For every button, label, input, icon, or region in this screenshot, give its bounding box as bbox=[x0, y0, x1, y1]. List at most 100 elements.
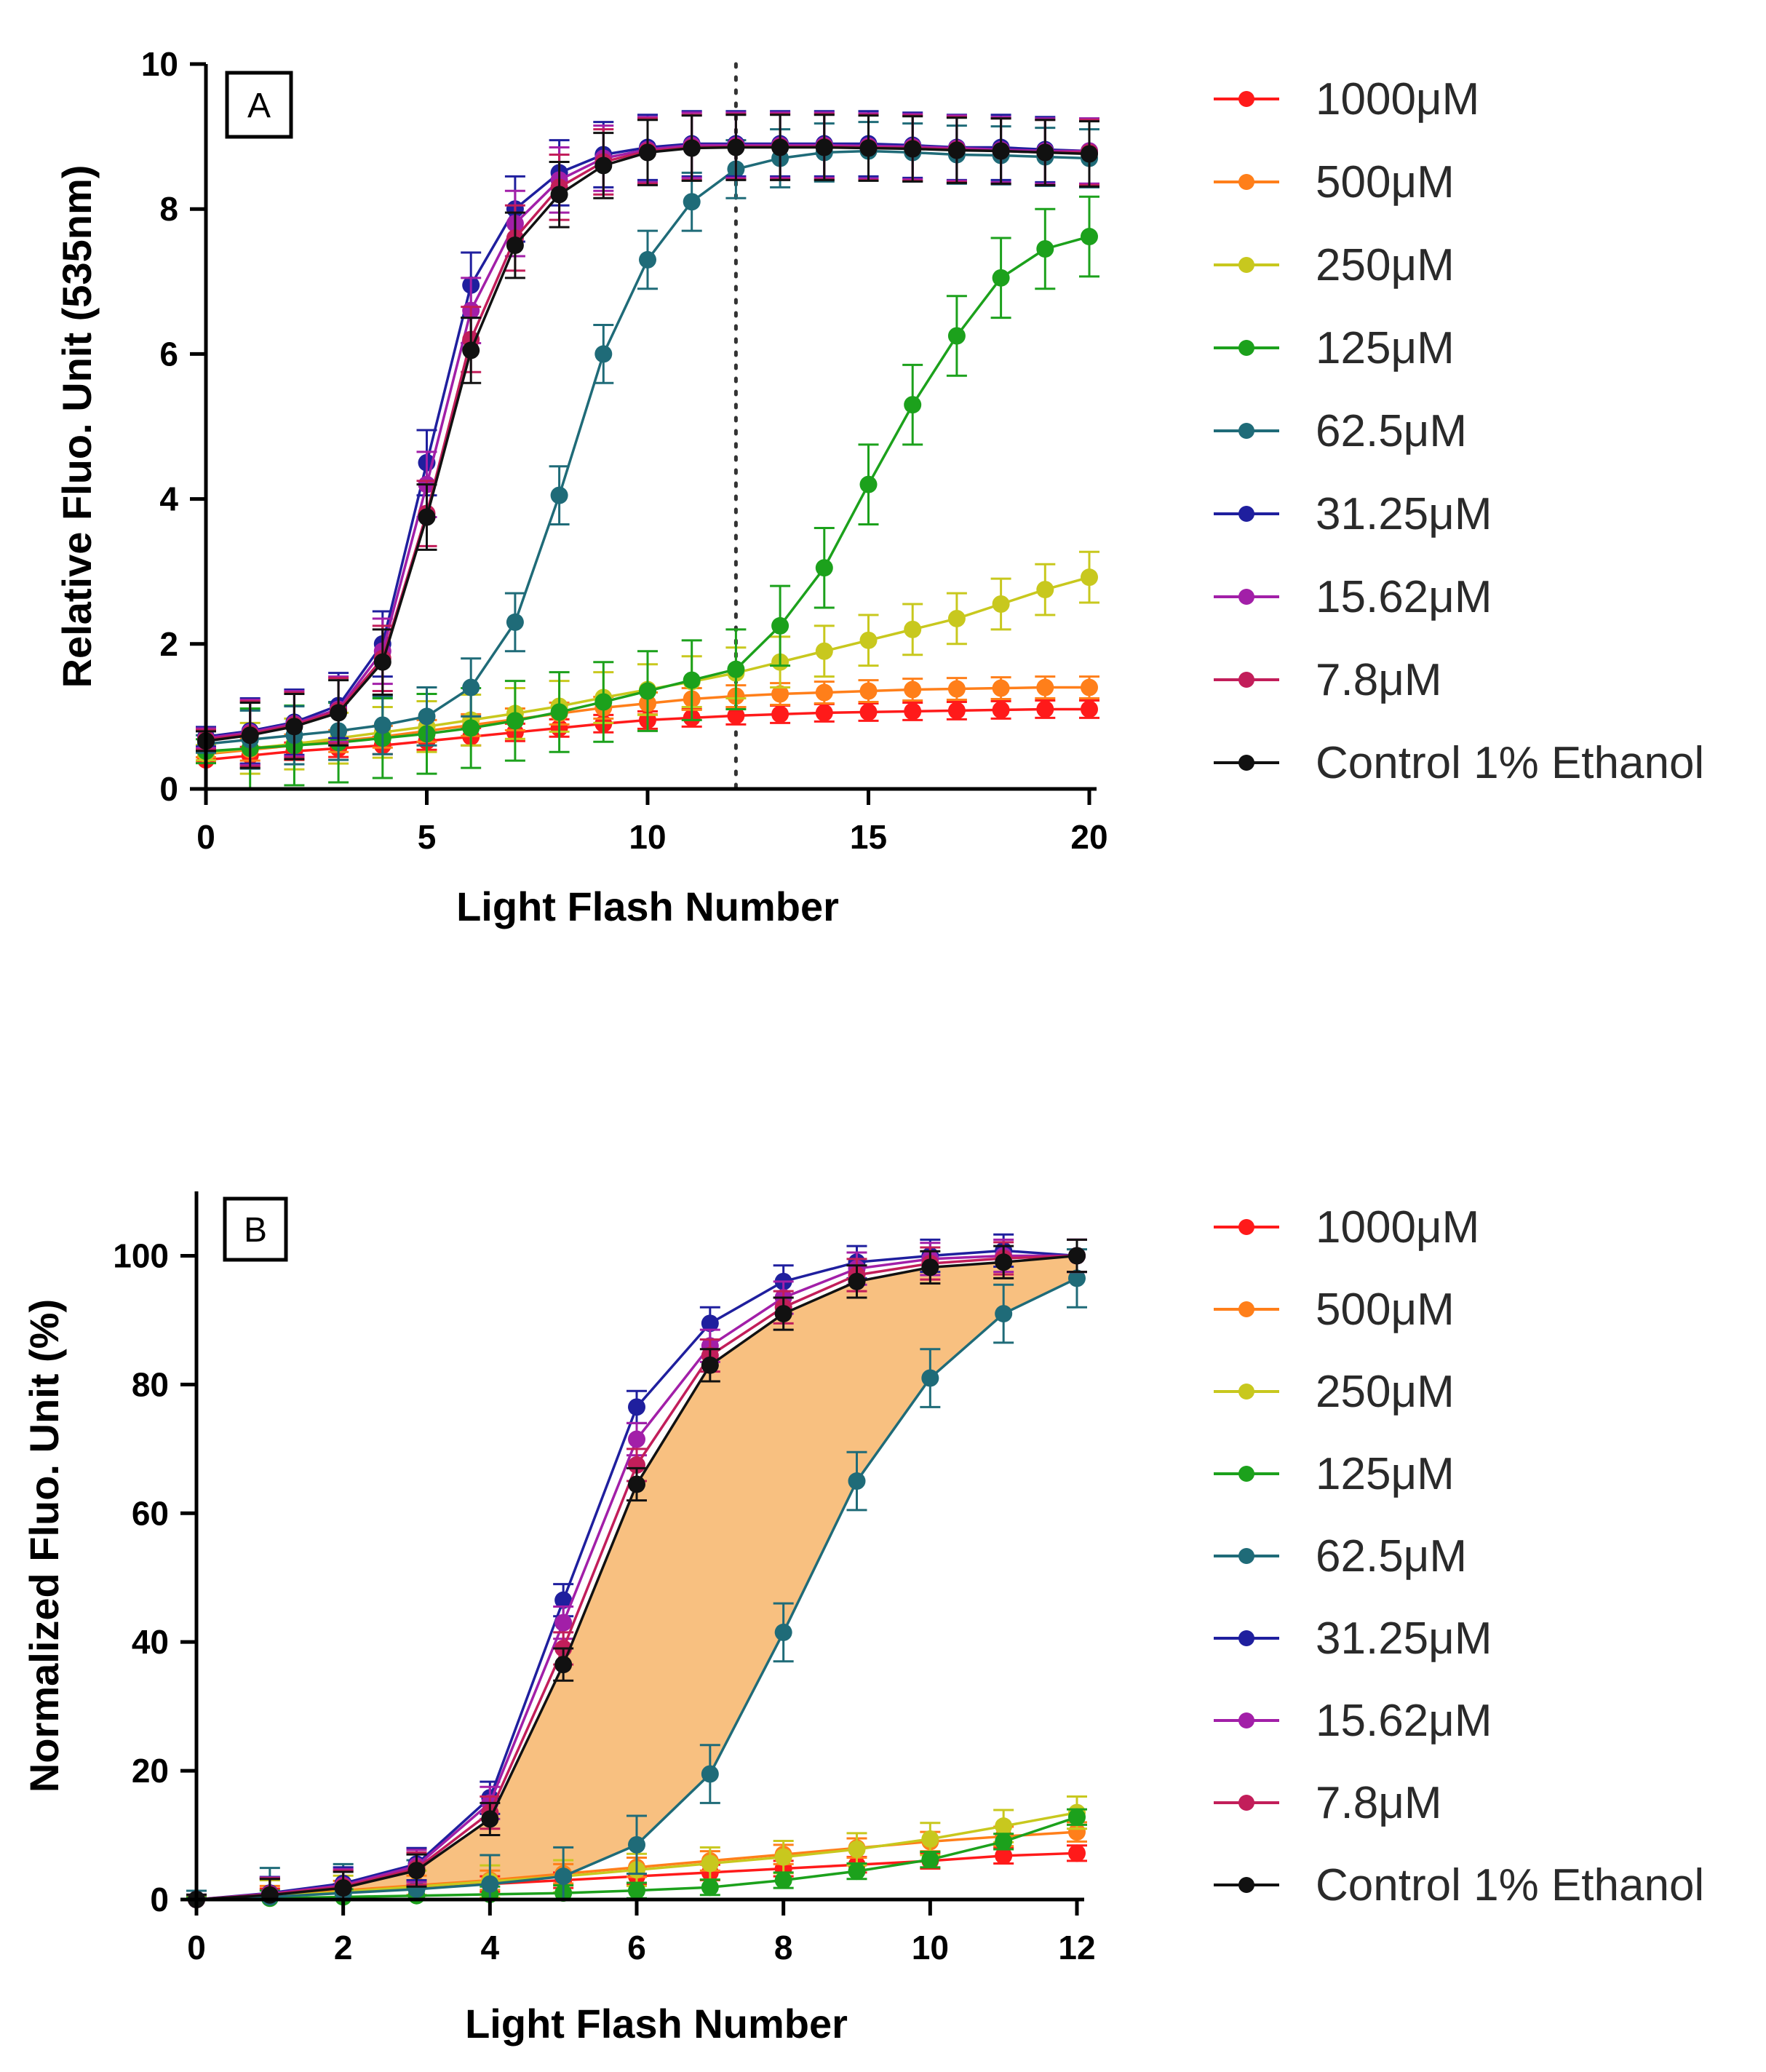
data-point bbox=[506, 237, 524, 254]
legend-marker bbox=[1238, 174, 1254, 190]
legend-label: 250μM bbox=[1316, 1367, 1455, 1417]
data-point bbox=[594, 345, 613, 363]
data-point bbox=[628, 1398, 645, 1416]
data-point bbox=[848, 1862, 866, 1881]
data-point bbox=[628, 1475, 645, 1493]
data-point bbox=[815, 683, 833, 702]
data-point bbox=[859, 475, 878, 493]
data-point bbox=[921, 1258, 939, 1277]
legend-item-500um: 500μM bbox=[1214, 157, 1455, 207]
data-point bbox=[921, 1369, 939, 1387]
legend-marker bbox=[1238, 340, 1254, 356]
panel-b-chart: 0 2 4 6 8 10 12 0 20 40 60 80 100 Light Flash Number N… bbox=[21, 1191, 1704, 2047]
panel-label: B bbox=[244, 1211, 267, 1250]
data-point bbox=[554, 1656, 573, 1674]
data-point bbox=[683, 671, 701, 689]
legend-marker bbox=[1238, 423, 1254, 439]
legend-item-15-62um: 15.62μM bbox=[1214, 1696, 1492, 1746]
series-control-1pct-ethanol bbox=[186, 1238, 1087, 1908]
legend-label: 500μM bbox=[1316, 157, 1455, 207]
legend-item-31-25um: 31.25μM bbox=[1214, 1613, 1492, 1664]
x-tick-label: 2 bbox=[334, 1929, 353, 1966]
data-point bbox=[904, 140, 922, 158]
legend-marker bbox=[1238, 1877, 1254, 1893]
data-point bbox=[1081, 228, 1098, 246]
data-point bbox=[639, 250, 656, 269]
data-point bbox=[241, 726, 259, 745]
legend-marker bbox=[1238, 1630, 1254, 1646]
legend-label: Control 1% Ethanol bbox=[1316, 738, 1704, 788]
legend-item-125um: 125μM bbox=[1214, 323, 1455, 373]
legend-item-250um: 250μM bbox=[1214, 1367, 1455, 1417]
legend-item-1000um: 1000μM bbox=[1214, 1202, 1479, 1253]
data-point bbox=[628, 1881, 645, 1900]
data-point bbox=[554, 1867, 573, 1886]
legend-label: 125μM bbox=[1316, 323, 1455, 373]
data-point bbox=[1036, 143, 1054, 162]
legend-marker bbox=[1238, 1548, 1254, 1564]
legend-label: 7.8μM bbox=[1316, 655, 1442, 705]
x-tick-label: 10 bbox=[912, 1929, 949, 1966]
legend-label: 125μM bbox=[1316, 1449, 1455, 1499]
data-point bbox=[1036, 678, 1054, 696]
x-tick-label: 8 bbox=[774, 1929, 793, 1966]
data-point bbox=[550, 186, 568, 204]
data-point bbox=[594, 693, 613, 711]
data-point bbox=[992, 142, 1010, 160]
data-point bbox=[1036, 239, 1054, 258]
data-point bbox=[774, 1871, 792, 1889]
x-tick-label: 15 bbox=[850, 818, 887, 856]
data-point bbox=[771, 705, 789, 723]
data-point bbox=[995, 1846, 1013, 1865]
y-tick-label: 20 bbox=[132, 1752, 169, 1790]
legend-label: 62.5μM bbox=[1316, 406, 1467, 456]
panel-label-box bbox=[223, 1196, 288, 1262]
data-point bbox=[859, 139, 878, 157]
legend-label: 250μM bbox=[1316, 240, 1455, 290]
shaded-region bbox=[196, 1255, 1077, 1900]
x-tick-label: 0 bbox=[187, 1929, 206, 1966]
legend-marker bbox=[1238, 1384, 1254, 1400]
legend-marker bbox=[1238, 506, 1254, 522]
data-point bbox=[992, 701, 1010, 719]
legend-item-500um: 500μM bbox=[1214, 1285, 1455, 1335]
data-point bbox=[1068, 1808, 1086, 1826]
data-point bbox=[701, 1314, 719, 1333]
legend-label: 1000μM bbox=[1316, 74, 1479, 124]
data-point bbox=[848, 1841, 866, 1859]
data-point bbox=[859, 703, 878, 721]
x-tick-label: 4 bbox=[481, 1929, 500, 1966]
data-point bbox=[285, 718, 303, 736]
legend-item-250um: 250μM bbox=[1214, 240, 1455, 290]
legend-marker bbox=[1238, 755, 1254, 771]
data-point bbox=[373, 653, 391, 671]
legend-marker bbox=[1238, 257, 1254, 273]
data-point bbox=[407, 1862, 426, 1880]
data-point bbox=[815, 559, 833, 577]
legend-label: 31.25μM bbox=[1316, 489, 1492, 539]
data-point bbox=[701, 1356, 719, 1374]
data-point bbox=[947, 680, 966, 698]
series-control-1pct-ethanol bbox=[196, 114, 1099, 769]
data-point bbox=[628, 1835, 645, 1854]
legend-label: 500μM bbox=[1316, 1285, 1455, 1335]
data-point bbox=[992, 269, 1010, 287]
data-point bbox=[481, 1875, 499, 1893]
data-point bbox=[506, 613, 524, 631]
data-point bbox=[774, 1623, 792, 1641]
data-point bbox=[462, 719, 480, 737]
legend-label: 62.5μM bbox=[1316, 1531, 1467, 1581]
data-point bbox=[904, 396, 922, 414]
data-point bbox=[771, 616, 789, 635]
data-point bbox=[628, 1430, 645, 1448]
data-point bbox=[1036, 700, 1054, 718]
data-point bbox=[947, 609, 966, 627]
data-point bbox=[848, 1472, 866, 1491]
data-point bbox=[815, 138, 833, 156]
data-point bbox=[334, 1879, 352, 1897]
data-point bbox=[995, 1253, 1013, 1271]
y-tick-label: 4 bbox=[159, 480, 178, 518]
legend-marker bbox=[1238, 1219, 1254, 1235]
data-point bbox=[462, 678, 480, 696]
data-point bbox=[1068, 1844, 1086, 1862]
